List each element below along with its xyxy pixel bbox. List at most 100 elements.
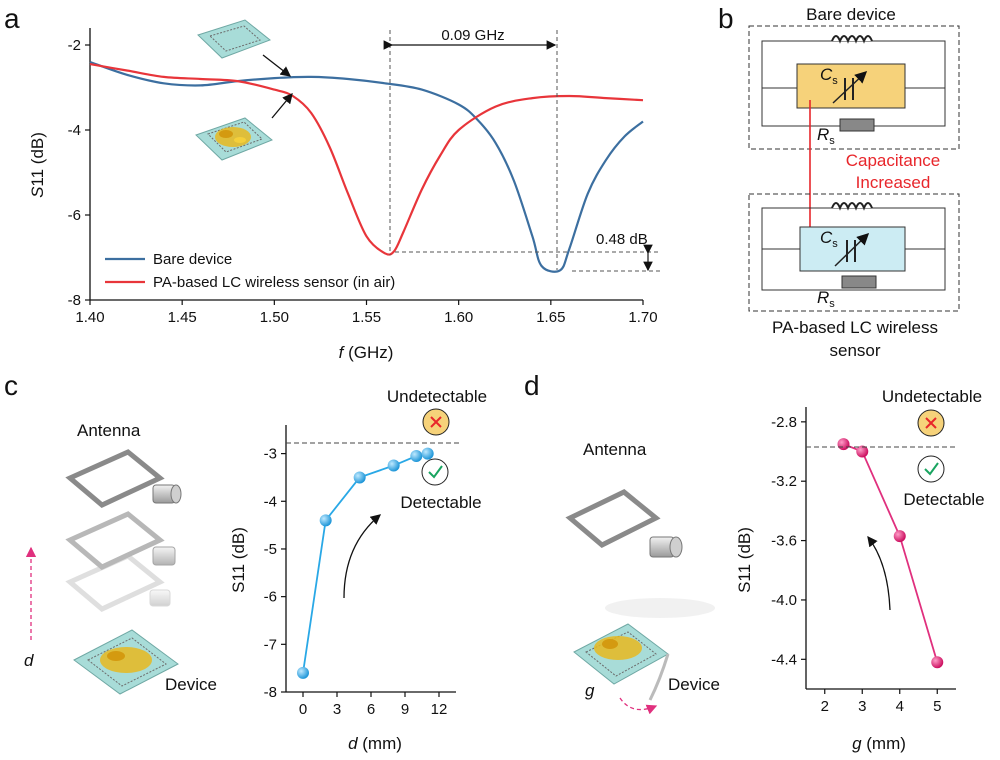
pa-chip-pointer (271, 93, 293, 119)
legend-bare-label: Bare device (153, 251, 232, 268)
chart-c-y-tick-label: -5 (264, 541, 277, 558)
c-detectable-check-icon (421, 458, 449, 486)
d-device-chip-icon (573, 623, 670, 701)
bare-device-chip-icon (197, 19, 271, 59)
c-antenna-label: Antenna (77, 421, 141, 440)
d-device-label: Device (668, 675, 720, 694)
capacitance-label: Capacitance (846, 151, 941, 170)
panel-c-letter: c (4, 370, 18, 401)
chart-c-xlabel: d (mm) (348, 734, 402, 753)
chart-c-y-tick-label: -4 (264, 493, 277, 510)
chart-d-x-tick-label: 2 (821, 698, 829, 715)
c-detectable-label: Detectable (400, 493, 481, 512)
chart-a-ylabel: S11 (dB) (28, 132, 47, 198)
chart-d-xlabel: g (mm) (852, 734, 906, 753)
pa-cap-label: Cs (820, 228, 838, 250)
bare-chip-pointer (262, 54, 292, 77)
db-label: 0.48 dB (596, 231, 648, 248)
bare-res-label: Rs (817, 125, 835, 147)
bare-cap-label: Cs (820, 65, 838, 87)
chart-d-point (931, 656, 944, 669)
legend-pa-label: PA-based LC wireless sensor (in air) (153, 274, 395, 291)
d-shadow (605, 598, 715, 618)
chart-a-y-tick-label: -2 (68, 37, 81, 54)
chart-c-point (319, 514, 332, 527)
chart-c-point (353, 471, 366, 484)
chart-d-y-tick-label: -3.2 (771, 473, 797, 490)
chart-c: 0 3 6 9 12 -3 -4 -5 -6 -7 -8 (264, 425, 456, 718)
chart-c-y-tick-label: -3 (264, 446, 277, 463)
chart-c-line (302, 452, 428, 674)
chart-c-x-tick-label: 0 (299, 701, 307, 718)
chart-a-x-tick-label: 1.70 (628, 309, 657, 326)
chart-a-x-tick-label: 1.50 (260, 309, 289, 326)
panel-a-letter: a (4, 3, 20, 34)
c-undetectable-label: Undetectable (387, 387, 487, 406)
d-undetectable-label: Undetectable (882, 387, 982, 406)
chart-a-y-tick-label: -8 (68, 292, 81, 309)
bare-device-line (89, 60, 644, 273)
chart-d-point (893, 530, 906, 543)
chart-a-x-tick-label: 1.40 (75, 309, 104, 326)
d-detectable-check-icon (917, 455, 945, 483)
chart-c-x-tick-label: 9 (401, 701, 409, 718)
chart-c-x-tick-label: 3 (333, 701, 341, 718)
chart-a-y-tick-label: -4 (68, 122, 81, 139)
d-gap-symbol: g (585, 681, 595, 700)
chart-c-point (410, 449, 423, 462)
c-distance-symbol: d (24, 651, 34, 670)
chart-c-y-tick-label: -8 (264, 684, 277, 701)
pa-sensor-line (89, 63, 644, 256)
chart-d-point (856, 445, 869, 458)
c-undetectable-x-icon (422, 408, 450, 436)
chart-a-x-tick-label: 1.55 (352, 309, 381, 326)
chart-a-x-tick-label: 1.45 (168, 309, 197, 326)
chart-d-y-tick-label: -4.4 (771, 651, 797, 668)
bare-device-title: Bare device (806, 5, 896, 24)
chart-d: 2 3 4 5 -2.8 -3.2 -3.6 -4.0 -4.4 (771, 407, 956, 715)
chart-d-x-tick-label: 3 (858, 698, 866, 715)
chart-d-x-tick-label: 4 (896, 698, 904, 715)
chart-d-line (843, 443, 939, 663)
chart-a: 1.40 1.45 1.50 1.55 1.60 1.65 1.70 -2 -4 -6 -8 (68, 28, 658, 326)
d-trend-arrow (867, 535, 891, 611)
shift-label: 0.09 GHz (441, 27, 504, 44)
pa-title-line1: PA-based LC wireless (772, 318, 938, 337)
c-device-label: Device (165, 675, 217, 694)
chart-a-y-tick-label: -6 (68, 207, 81, 224)
d-antenna-icon (565, 489, 683, 558)
chart-d-y-tick-label: -3.6 (771, 533, 797, 550)
c-device-chip-icon (73, 629, 179, 695)
chart-c-y-tick-label: -7 (264, 636, 277, 653)
chart-a-x-tick-label: 1.65 (536, 309, 565, 326)
pa-res-label: Rs (817, 288, 835, 310)
chart-a-x-tick-label: 1.60 (444, 309, 473, 326)
chart-d-y-tick-label: -2.8 (771, 414, 797, 431)
pa-circuit (761, 202, 946, 291)
chart-d-point (837, 438, 850, 451)
chart-c-point (421, 447, 434, 460)
d-detectable-label: Detectable (903, 490, 984, 509)
chart-c-y-tick-label: -6 (264, 589, 277, 606)
pa-title-line2: sensor (829, 341, 880, 360)
antenna-stack-icon (65, 449, 182, 612)
chart-c-point (297, 666, 309, 679)
d-antenna-label: Antenna (583, 440, 647, 459)
pa-device-chip-icon (195, 117, 273, 161)
chart-d-ylabel: S11 (dB) (735, 527, 754, 593)
chart-d-y-tick-label: -4.0 (771, 592, 797, 609)
panel-d-letter: d (524, 370, 540, 401)
chart-c-point (387, 459, 400, 472)
chart-a-xlabel: f (GHz) (339, 343, 394, 362)
c-trend-arrow (343, 514, 381, 599)
pa-circuit-frame (748, 193, 960, 312)
chart-c-ylabel: S11 (dB) (229, 527, 248, 593)
increased-label: Increased (856, 173, 931, 192)
bare-circuit (761, 35, 946, 132)
bare-circuit-frame (748, 25, 960, 150)
chart-c-x-tick-label: 6 (367, 701, 375, 718)
chart-d-x-tick-label: 5 (933, 698, 941, 715)
d-gap-arrow (619, 697, 658, 715)
d-undetectable-x-icon (917, 409, 945, 437)
